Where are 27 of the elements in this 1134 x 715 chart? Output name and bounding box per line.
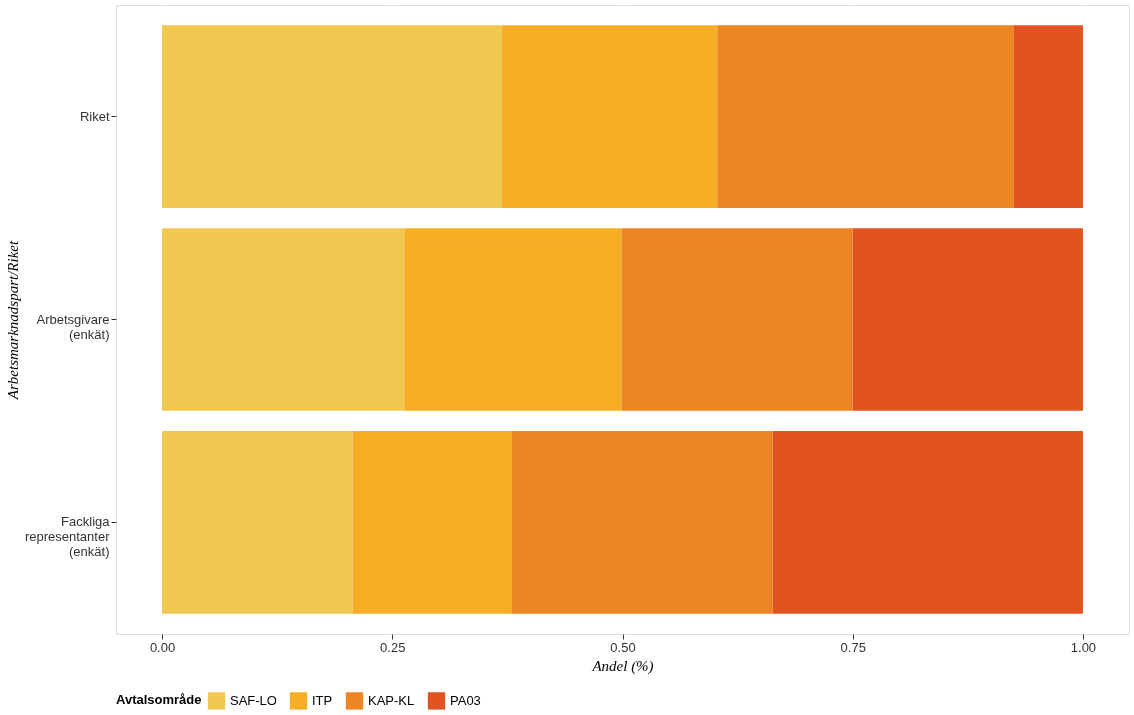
bar: [162, 25, 502, 208]
legend-label: ITP: [312, 692, 333, 708]
bar: [852, 228, 1083, 411]
bar: [162, 431, 353, 614]
bar: [511, 431, 773, 614]
x-tick-label: 0.50: [610, 639, 636, 655]
bar: [1013, 25, 1083, 208]
x-tick-label: 1.00: [1070, 639, 1097, 655]
y-axis-title: Arbetsmarknadspart/Riket: [4, 240, 21, 401]
legend-label: KAP-KL: [368, 692, 415, 708]
legend-title: Avtalsområde: [116, 692, 202, 707]
x-tick-label: 0.25: [380, 639, 406, 655]
legend-label: PA03: [450, 692, 481, 708]
bar: [404, 228, 622, 411]
x-tick-label: 0.00: [149, 639, 176, 655]
bar: [621, 228, 853, 411]
x-axis-title: Andel (%): [591, 657, 654, 675]
bar: [352, 431, 512, 614]
bar: [162, 228, 405, 411]
y-tick-label: Fackliga representanter (enkät): [24, 514, 111, 560]
bar: [772, 431, 1083, 614]
y-tick-label: Riket: [79, 108, 110, 124]
x-tick-label: 0.75: [840, 639, 866, 655]
legend-label: SAF-LO: [230, 692, 277, 708]
bar: [501, 25, 718, 208]
y-tick-label: Arbetsgivare (enkät): [36, 311, 110, 342]
bar: [717, 25, 1014, 208]
